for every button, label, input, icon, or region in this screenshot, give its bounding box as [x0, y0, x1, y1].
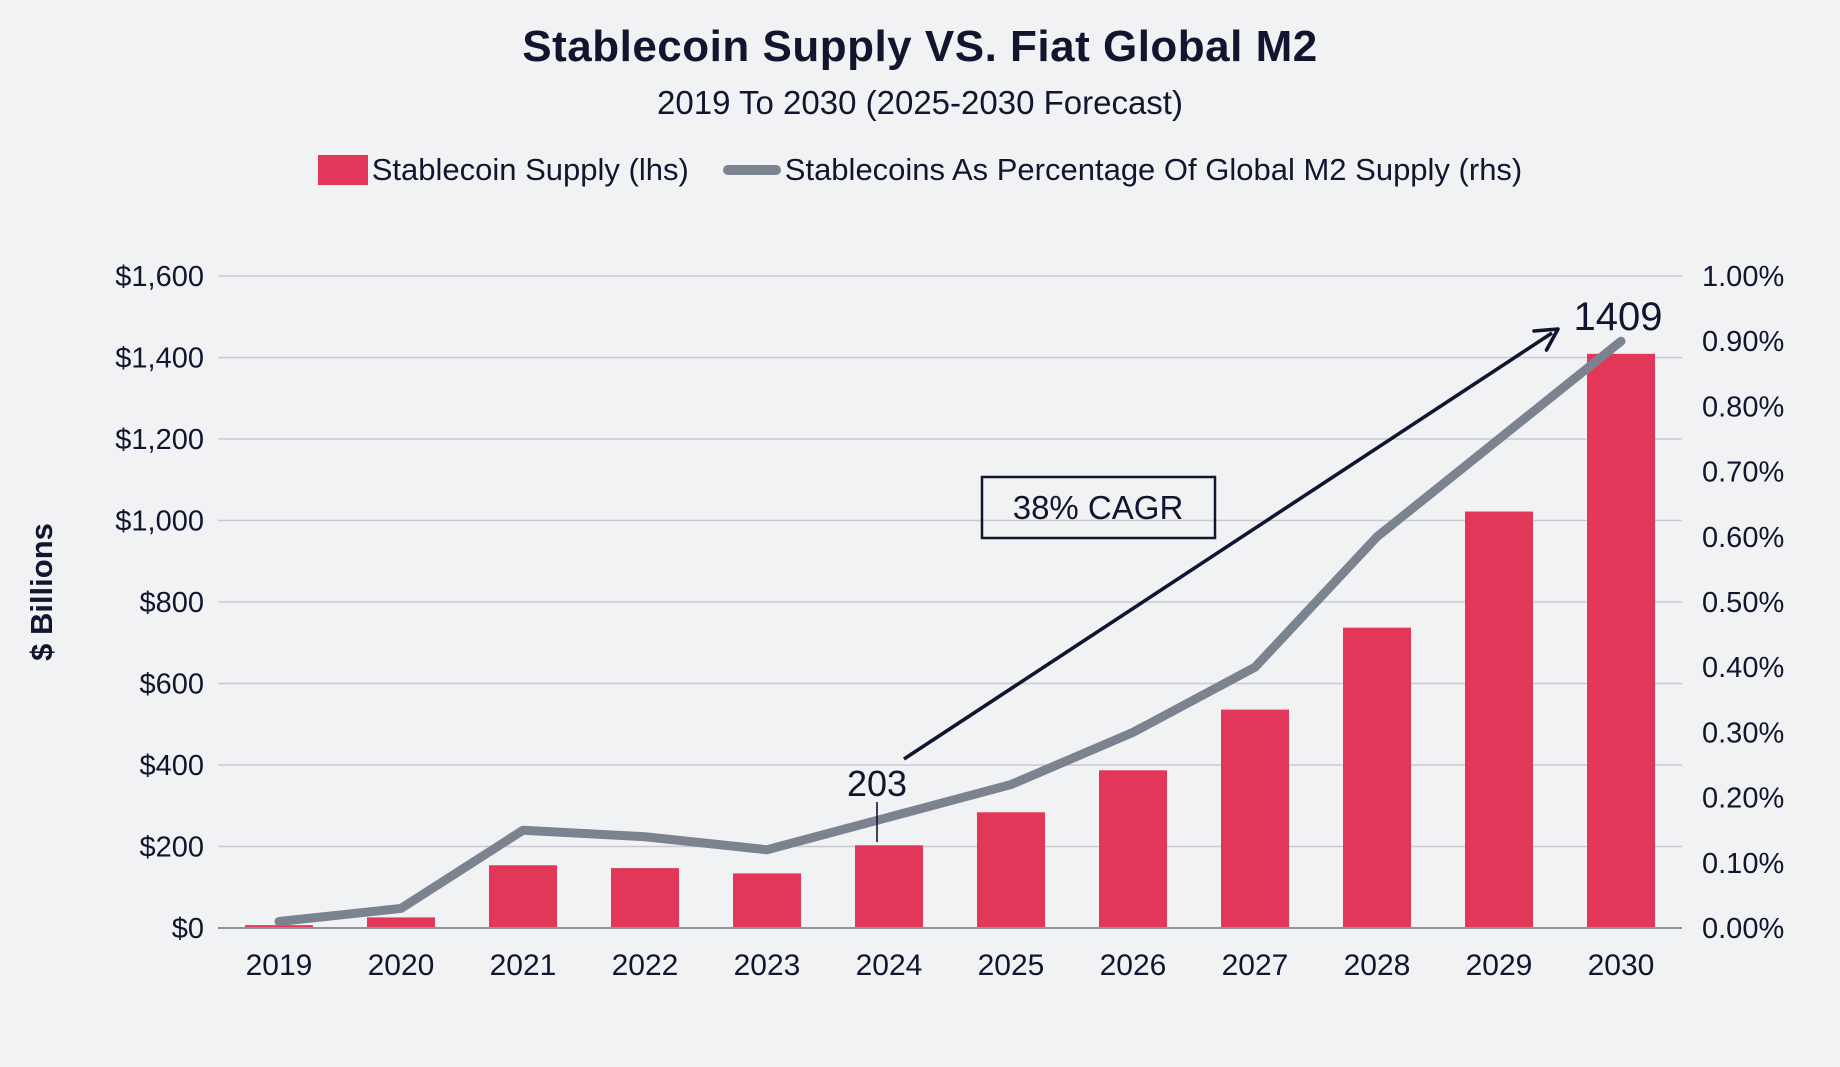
y-axis-tick-label: $1,000: [115, 506, 204, 538]
y-axis-tick-label: $800: [139, 587, 204, 619]
bar-2028: [1343, 627, 1411, 928]
legend: Stablecoin Supply (lhs) Stablecoins As P…: [0, 152, 1840, 188]
right-axis-tick-label: 1.00%: [1702, 261, 1784, 293]
y-axis-tick-label: $600: [139, 669, 204, 701]
x-axis-label-2021: 2021: [490, 949, 557, 982]
right-axis-tick-label: 0.50%: [1702, 587, 1784, 619]
x-axis-label-2030: 2030: [1588, 949, 1655, 982]
x-axis-label-2025: 2025: [978, 949, 1045, 982]
y-axis-tick-label: $400: [139, 750, 204, 782]
y-axis-title: $ Billions: [24, 523, 59, 661]
cagr-arrowhead-icon: [1532, 327, 1560, 352]
bar-2022: [611, 868, 679, 928]
right-axis-tick-label: 0.00%: [1702, 913, 1784, 945]
legend-item-stablecoin-supply: Stablecoin Supply (lhs): [317, 152, 689, 188]
right-axis-tick-label: 0.90%: [1702, 326, 1784, 358]
x-axis-label-2027: 2027: [1222, 949, 1289, 982]
x-axis-label-2020: 2020: [368, 949, 435, 982]
x-axis-label-2026: 2026: [1100, 949, 1167, 982]
right-axis-tick-label: 0.40%: [1702, 652, 1784, 684]
legend-label-stablecoin-supply: Stablecoin Supply (lhs): [371, 152, 689, 187]
bar-2019: [245, 925, 313, 928]
x-axis-label-2022: 2022: [612, 949, 679, 982]
x-axis-label-2019: 2019: [246, 949, 313, 982]
legend-line-swatch: [722, 165, 781, 175]
y-axis-tick-label: $1,400: [115, 343, 204, 375]
bar-2024: [855, 845, 923, 928]
y-axis-tick-label: $0: [172, 913, 204, 945]
bar-2025: [977, 812, 1045, 928]
bar-2021: [489, 865, 557, 928]
bar-2027: [1221, 709, 1289, 928]
m2-percentage-line: [274, 336, 1626, 926]
cagr-arrow-line: [903, 331, 1553, 761]
bar-2030: [1587, 353, 1655, 928]
chart-subtitle: 2019 To 2030 (2025-2030 Forecast): [657, 84, 1183, 121]
bar-2029: [1465, 511, 1533, 928]
bar-2026: [1099, 770, 1167, 928]
bar-value-label-2024: 203: [847, 763, 907, 804]
right-axis-tick-label: 0.20%: [1702, 783, 1784, 815]
generated-plot: $0 $200 $400 $600 $800 $1,000 $1,200 $1,400 $1,6…: [115, 261, 1784, 982]
bar-value-label-2030: 1409: [1574, 295, 1663, 339]
cagr-annotation-box: [980, 475, 1217, 540]
cagr-annotation-label: 38% CAGR: [1013, 489, 1184, 526]
legend-item-m2-percentage: Stablecoins As Percentage Of Global M2 S…: [722, 152, 1523, 188]
y-axis-tick-label: $1,600: [115, 261, 204, 293]
x-axis-label-2023: 2023: [734, 949, 801, 982]
bar-2020: [367, 917, 435, 928]
right-axis-tick-label: 0.30%: [1702, 717, 1784, 749]
x-axis-label-2029: 2029: [1466, 949, 1533, 982]
chart-title: Stablecoin Supply VS. Fiat Global M2: [522, 22, 1318, 71]
right-axis-tick-label: 0.10%: [1702, 848, 1784, 880]
x-axis-label-2024: 2024: [856, 949, 923, 982]
x-axis-label-2028: 2028: [1344, 949, 1411, 982]
right-axis-tick-label: 0.60%: [1702, 522, 1784, 554]
legend-bar-swatch: [317, 155, 368, 185]
right-axis-tick-label: 0.80%: [1702, 391, 1784, 423]
y-axis-tick-label: $200: [139, 832, 204, 864]
right-axis-tick-label: 0.70%: [1702, 457, 1784, 489]
y-axis-tick-label: $1,200: [115, 424, 204, 456]
legend-label-m2-percentage: Stablecoins As Percentage Of Global M2 S…: [784, 152, 1523, 187]
bar-2023: [733, 873, 801, 928]
